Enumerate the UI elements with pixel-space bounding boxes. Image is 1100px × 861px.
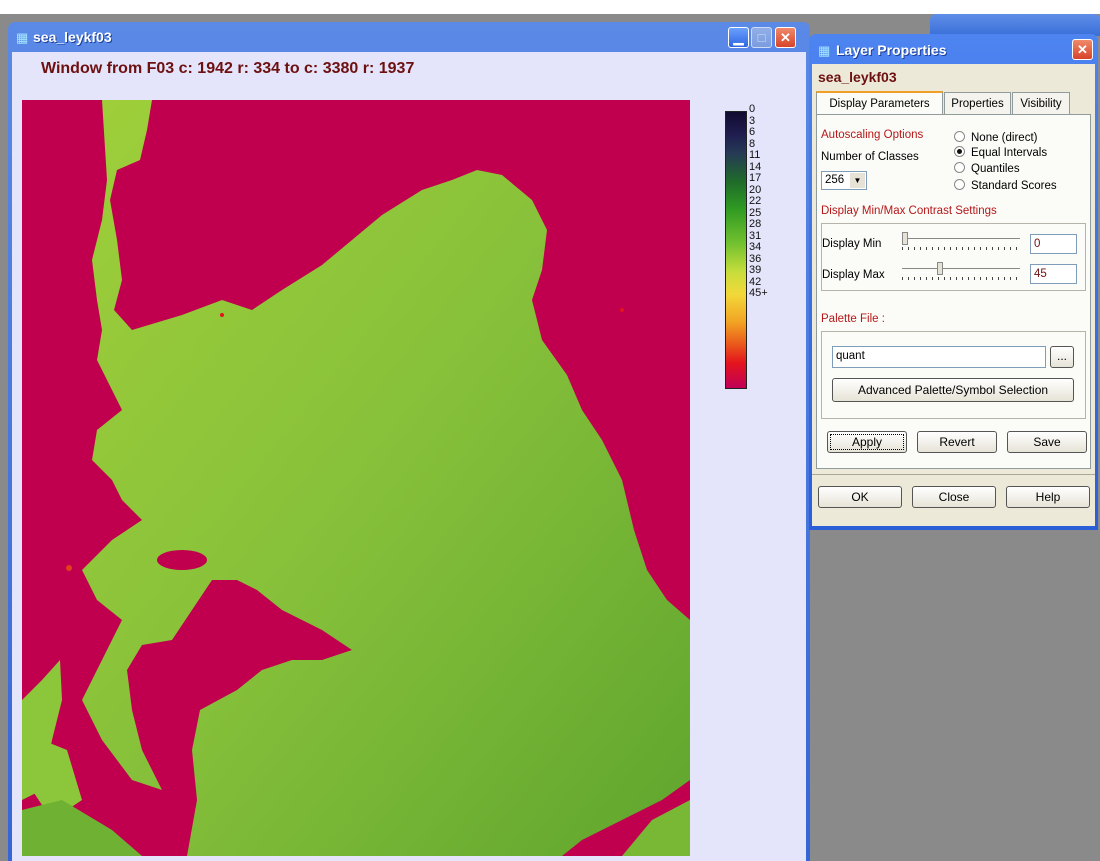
advanced-palette-button[interactable]: Advanced Palette/Symbol Selection bbox=[832, 378, 1074, 402]
radio-standard-scores[interactable]: Standard Scores bbox=[954, 179, 1057, 192]
slider-rail bbox=[902, 238, 1020, 243]
browse-button[interactable]: ... bbox=[1050, 346, 1074, 368]
save-button[interactable]: Save bbox=[1007, 431, 1087, 453]
legend-label: 42 bbox=[749, 275, 762, 288]
chevron-down-icon[interactable]: ▼ bbox=[850, 173, 865, 188]
palette-file-input[interactable]: quant bbox=[832, 346, 1046, 368]
radio-label: Quantiles bbox=[971, 163, 1020, 175]
slider-thumb[interactable] bbox=[937, 262, 943, 275]
slider-thumb[interactable] bbox=[902, 232, 908, 245]
dialog-title[interactable]: Layer Properties bbox=[836, 42, 947, 58]
raster-map[interactable] bbox=[22, 100, 690, 856]
legend-label: 25 bbox=[749, 206, 762, 219]
radio-equal-intervals[interactable]: Equal Intervals bbox=[954, 146, 1047, 159]
tab-display-parameters[interactable]: Display Parameters bbox=[816, 91, 943, 115]
display-min-label: Display Min bbox=[822, 238, 882, 250]
palette-file-title: Palette File : bbox=[821, 313, 885, 325]
radio-icon bbox=[954, 131, 965, 142]
number-of-classes-value: 256 bbox=[825, 174, 845, 186]
layer-name: sea_leykf03 bbox=[818, 69, 897, 85]
display-max-slider[interactable] bbox=[902, 262, 1022, 282]
revert-button[interactable]: Revert bbox=[917, 431, 997, 453]
number-of-classes-select[interactable]: 256 ▼ bbox=[821, 171, 867, 190]
ok-button[interactable]: OK bbox=[818, 486, 902, 508]
legend-label: 36 bbox=[749, 252, 762, 265]
radio-label: None (direct) bbox=[971, 132, 1038, 144]
contrast-settings-title: Display Min/Max Contrast Settings bbox=[821, 205, 997, 217]
window-title: sea_leykf03 bbox=[33, 29, 112, 45]
image-window-client: Window from F03 c: 1942 r: 334 to c: 338… bbox=[12, 52, 806, 861]
image-window: ▦ sea_leykf03 ▁ □ ✕ Window from F03 c: 1… bbox=[8, 22, 810, 861]
legend-label: 6 bbox=[749, 126, 756, 138]
palette-file-group: quant ... Advanced Palette/Symbol Select… bbox=[821, 331, 1086, 419]
legend-label: 31 bbox=[749, 229, 762, 242]
display-max-input[interactable]: 45 bbox=[1030, 264, 1077, 284]
legend-label: 45+ bbox=[749, 287, 768, 299]
contrast-settings-group: Display Min 0 Display Max 45 bbox=[821, 223, 1086, 291]
minimize-button[interactable]: ▁ bbox=[728, 27, 749, 48]
display-max-label: Display Max bbox=[822, 269, 885, 281]
autoscaling-title: Autoscaling Options bbox=[821, 129, 924, 141]
window-extent-header: Window from F03 c: 1942 r: 334 to c: 338… bbox=[41, 60, 415, 77]
radio-icon bbox=[954, 179, 965, 190]
color-legend-bar bbox=[725, 111, 747, 389]
radio-quantiles[interactable]: Quantiles bbox=[954, 162, 1020, 175]
legend-label: 34 bbox=[749, 241, 762, 253]
raster-map-image bbox=[22, 100, 690, 856]
desktop-background bbox=[0, 0, 1100, 14]
grid-icon: ▦ bbox=[16, 30, 29, 45]
display-min-input[interactable]: 0 bbox=[1030, 234, 1077, 254]
slider-ticks bbox=[902, 247, 1020, 250]
image-window-titlebar[interactable]: ▦ sea_leykf03 ▁ □ ✕ bbox=[8, 22, 810, 52]
radio-none-direct[interactable]: None (direct) bbox=[954, 131, 1037, 144]
apply-button[interactable]: Apply bbox=[827, 431, 907, 453]
close-window-button[interactable]: ✕ bbox=[775, 27, 796, 48]
radio-label: Equal Intervals bbox=[971, 147, 1048, 159]
radio-icon bbox=[954, 162, 965, 173]
grid-icon: ▦ bbox=[818, 43, 831, 58]
color-legend-labels: 0 3 6 8 11 14 17 20 22 25 28 31 34 36 39… bbox=[749, 103, 789, 300]
tab-properties[interactable]: Properties bbox=[944, 92, 1011, 114]
legend-label: 17 bbox=[749, 172, 762, 184]
slider-rail bbox=[902, 268, 1020, 273]
display-parameters-panel: Autoscaling Options Number of Classes 25… bbox=[816, 114, 1091, 469]
layer-properties-dialog: ▦ Layer Properties ✕ sea_leykf03 Display… bbox=[809, 34, 1098, 530]
display-min-slider[interactable] bbox=[902, 232, 1022, 252]
background-window-titlebar[interactable] bbox=[930, 14, 1100, 36]
help-button[interactable]: Help bbox=[1006, 486, 1090, 508]
legend-label: 39 bbox=[749, 264, 762, 276]
legend-label: 8 bbox=[749, 137, 756, 150]
legend-label: 14 bbox=[749, 160, 762, 173]
radio-label: Standard Scores bbox=[971, 180, 1057, 192]
dialog-client: sea_leykf03 Display Parameters Propertie… bbox=[812, 64, 1095, 526]
legend-label: 22 bbox=[749, 195, 762, 207]
close-button[interactable]: Close bbox=[912, 486, 996, 508]
legend-label: 28 bbox=[749, 218, 762, 230]
legend-label: 20 bbox=[749, 183, 762, 196]
divider bbox=[812, 474, 1095, 477]
radio-selected-icon bbox=[954, 146, 965, 157]
tab-visibility[interactable]: Visibility bbox=[1012, 92, 1070, 114]
legend-label: 11 bbox=[749, 149, 761, 161]
legend-label: 0 bbox=[749, 103, 756, 115]
number-of-classes-label: Number of Classes bbox=[821, 151, 919, 163]
dialog-close-button[interactable]: ✕ bbox=[1072, 39, 1093, 60]
legend-label: 3 bbox=[749, 114, 756, 127]
maximize-button[interactable]: □ bbox=[751, 27, 772, 48]
slider-ticks bbox=[902, 277, 1020, 280]
